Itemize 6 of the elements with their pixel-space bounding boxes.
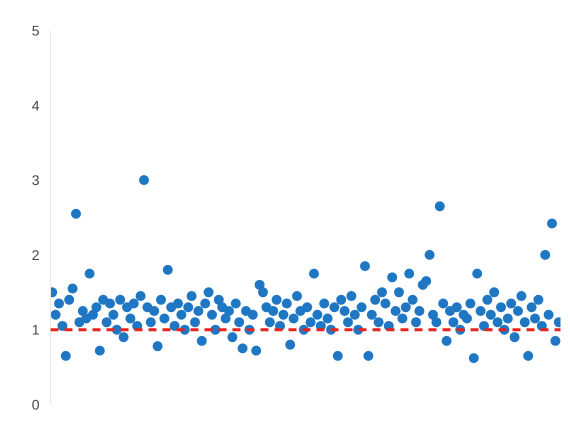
y-tick-label: 1 (32, 322, 40, 338)
y-tick-label: 4 (32, 97, 40, 114)
y-tick-label: 3 (32, 172, 40, 188)
y-tick-label: 0 (32, 396, 40, 412)
y-tick-label: 5 (32, 22, 40, 38)
y-tick-label: 2 (32, 246, 40, 263)
